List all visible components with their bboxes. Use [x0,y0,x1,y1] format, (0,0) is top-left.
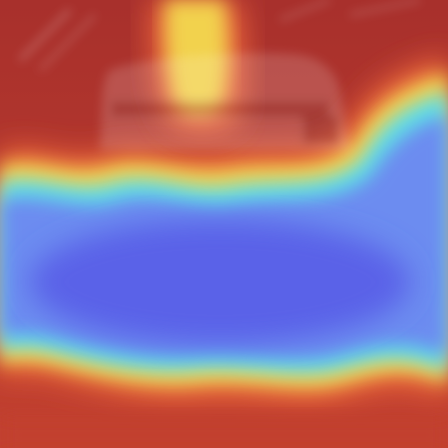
bottom-hot-band [0,415,448,448]
cold-center [30,220,410,344]
vehicle-silhouette [18,0,421,150]
